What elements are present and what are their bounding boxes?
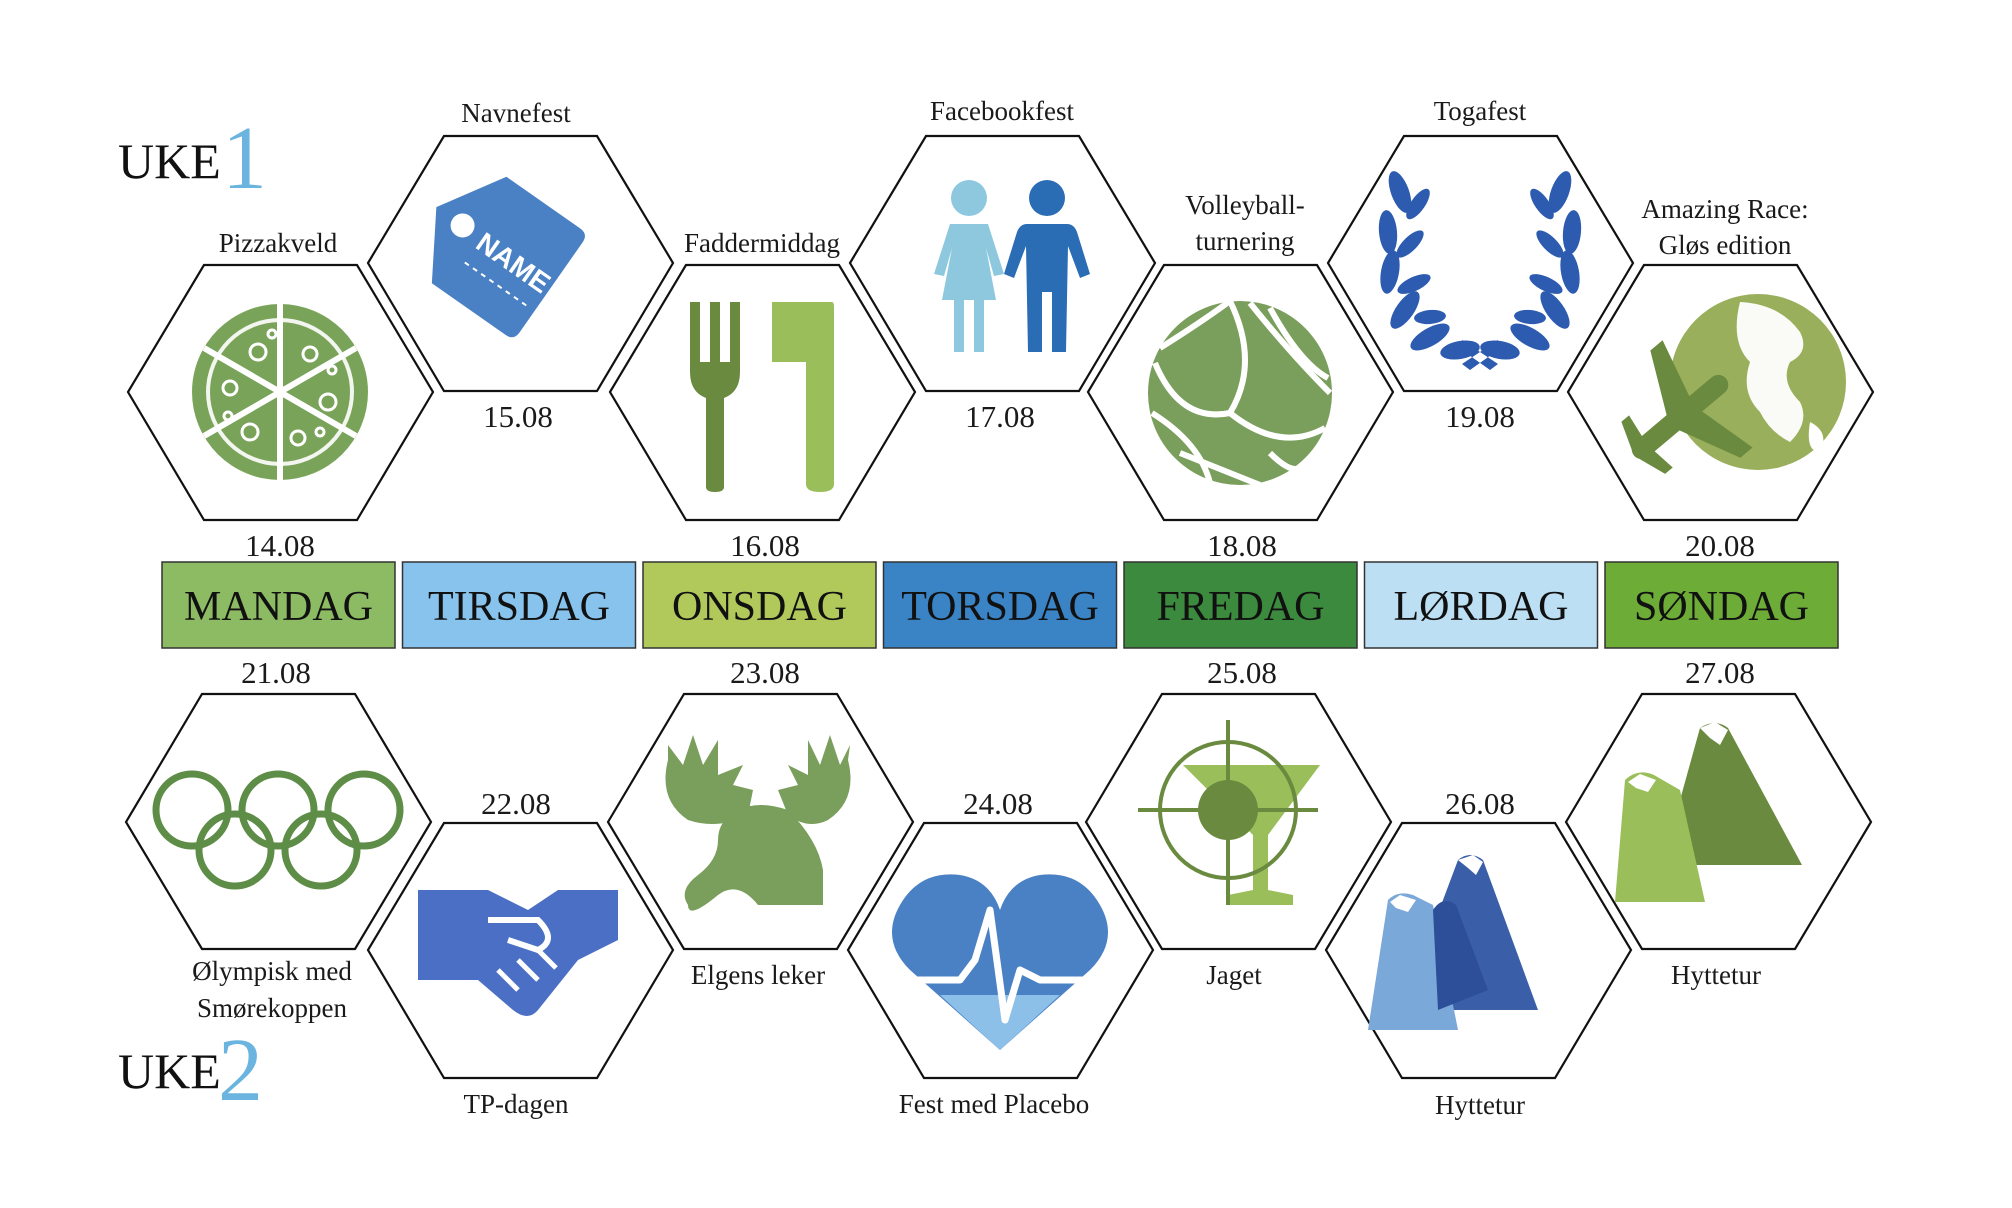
event-name-facebookfest: Facebookfest: [930, 96, 1074, 126]
laurel-wreath-icon: [1378, 171, 1582, 370]
date-20-08: 20.08: [1685, 528, 1755, 563]
event-name-olympisk-line1: Ølympisk med: [192, 956, 352, 986]
week1-hexagons: [126, 134, 1875, 522]
date-15-08: 15.08: [483, 399, 553, 434]
week2-word: UKE: [118, 1043, 221, 1099]
day-label: TIRSDAG: [428, 584, 610, 630]
week2-dates: 21.08 22.08 23.08 24.08 25.08 26.08 27.0…: [241, 655, 1755, 821]
date-19-08: 19.08: [1445, 399, 1515, 434]
event-name-elgens-leker: Elgens leker: [691, 960, 825, 990]
day-box: [642, 561, 877, 649]
heartbeat-icon: [890, 874, 1110, 1050]
pizza-icon: [192, 304, 368, 480]
date-17-08: 17.08: [965, 399, 1035, 434]
week1-names: Pizzakveld Navnefest Faddermiddag Facebo…: [219, 96, 1809, 260]
hex-16-08: [608, 263, 917, 522]
event-name-amazing-race-line2: Gløs edition: [1659, 230, 1792, 260]
day-fredag: FREDAG: [1123, 561, 1358, 649]
week1-number: 1: [222, 109, 267, 208]
event-name-jaget: Jaget: [1206, 960, 1262, 990]
hex-21-08: [124, 692, 433, 951]
date-16-08: 16.08: [730, 528, 800, 563]
date-18-08: 18.08: [1207, 528, 1277, 563]
day-onsdag: ONSDAG: [642, 561, 877, 649]
mountains-icon: [1368, 855, 1538, 1030]
name-tag-icon: NAME: [431, 176, 585, 338]
event-name-navnefest: Navnefest: [461, 98, 571, 128]
day-mandag: MANDAG: [161, 561, 396, 649]
day-box: [1363, 561, 1599, 649]
event-name-togafest: Togafest: [1434, 96, 1527, 126]
day-label: SØNDAG: [1634, 584, 1809, 630]
mountains-icon: [1615, 722, 1802, 902]
date-22-08: 22.08: [481, 786, 551, 821]
target-cocktail-icon: [1138, 720, 1320, 905]
date-23-08: 23.08: [730, 655, 800, 690]
day-torsdag: TORSDAG: [882, 561, 1118, 649]
event-name-faddermiddag: Faddermiddag: [684, 228, 840, 258]
date-21-08: 21.08: [241, 655, 311, 690]
day-label: FREDAG: [1156, 584, 1324, 630]
fork-knife-icon: [690, 302, 834, 492]
week1-dates: 14.08 15.08 16.08 17.08 18.08 19.08 20.0…: [245, 399, 1755, 563]
hex-17-08: [848, 134, 1157, 393]
week2-label: UKE 2: [118, 1021, 263, 1120]
day-label: ONSDAG: [672, 584, 847, 630]
event-name-amazing-race-line1: Amazing Race:: [1641, 194, 1808, 224]
day-søndag: SØNDAG: [1604, 561, 1839, 649]
day-box: [882, 561, 1118, 649]
day-box: [161, 561, 396, 649]
week2-names: Ølympisk med Smørekoppen TP-dagen Elgens…: [192, 956, 1761, 1120]
day-bar: MANDAG TIRSDAG ONSDAG TORSDAG FREDAG LØRDAG SØ…: [161, 561, 1839, 649]
date-14-08: 14.08: [245, 528, 315, 563]
event-name-volleyball-line2: turnering: [1196, 226, 1295, 256]
day-box: [401, 561, 637, 649]
day-lørdag: LØRDAG: [1363, 561, 1599, 649]
week1-word: UKE: [118, 133, 221, 189]
day-box: [1604, 561, 1839, 649]
event-name-hyttetur-27: Hyttetur: [1671, 960, 1761, 990]
event-name-olympisk-line2: Smørekoppen: [197, 993, 347, 1023]
date-26-08: 26.08: [1445, 786, 1515, 821]
event-name-tp-dagen: TP-dagen: [464, 1089, 569, 1119]
handshake-icon: [418, 890, 618, 1016]
moose-icon: [665, 735, 851, 911]
week2-number: 2: [218, 1021, 263, 1120]
volleyball-icon: [1148, 298, 1333, 488]
day-box: [1123, 561, 1358, 649]
event-name-volleyball-line1: Volleyball-: [1185, 190, 1304, 220]
event-name-fest-med-placebo: Fest med Placebo: [899, 1089, 1089, 1119]
day-label: TORSDAG: [901, 584, 1099, 630]
hex-19-08: [1326, 134, 1635, 393]
week1-label: UKE 1: [118, 109, 267, 208]
olympic-rings-icon: [152, 770, 404, 890]
date-24-08: 24.08: [963, 786, 1033, 821]
event-name-pizzakveld: Pizzakveld: [219, 228, 338, 258]
globe-plane-icon: [1621, 294, 1846, 474]
couple-icon: [934, 180, 1090, 352]
event-name-hyttetur-26: Hyttetur: [1435, 1090, 1525, 1120]
date-27-08: 27.08: [1685, 655, 1755, 690]
day-label: MANDAG: [184, 584, 373, 630]
day-label: LØRDAG: [1394, 584, 1569, 630]
day-tirsdag: TIRSDAG: [401, 561, 637, 649]
date-25-08: 25.08: [1207, 655, 1277, 690]
